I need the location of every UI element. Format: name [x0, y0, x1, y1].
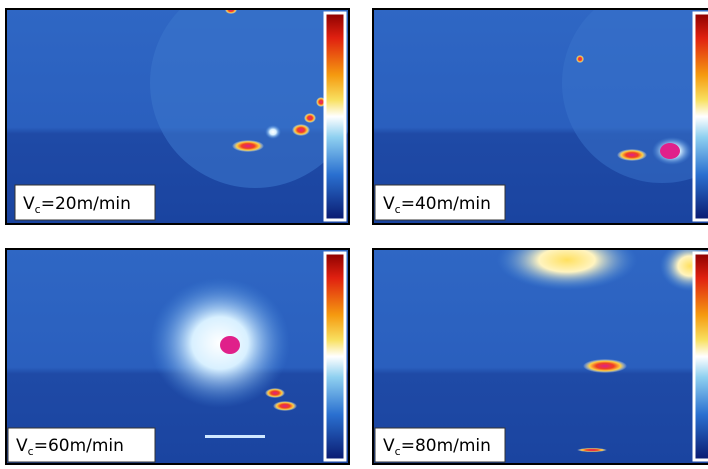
panel: Vc=60m/min [5, 248, 350, 465]
label-part: =80m/min [401, 436, 491, 456]
label-part: V [383, 436, 395, 456]
label-part: V [23, 194, 35, 214]
label-part: =60m/min [34, 436, 124, 456]
label-part: =20m/min [41, 194, 131, 214]
panel: Vc=40m/min [372, 0, 708, 225]
label-part: V [383, 194, 395, 214]
label-part: V [16, 436, 28, 456]
panel: Vc=20m/min [5, 0, 360, 225]
label-part: =40m/min [401, 194, 491, 214]
figure: Vc=20m/min Vc=40m/min Vc=60m/min [0, 0, 708, 469]
panel: Vc=80m/min [372, 230, 708, 465]
